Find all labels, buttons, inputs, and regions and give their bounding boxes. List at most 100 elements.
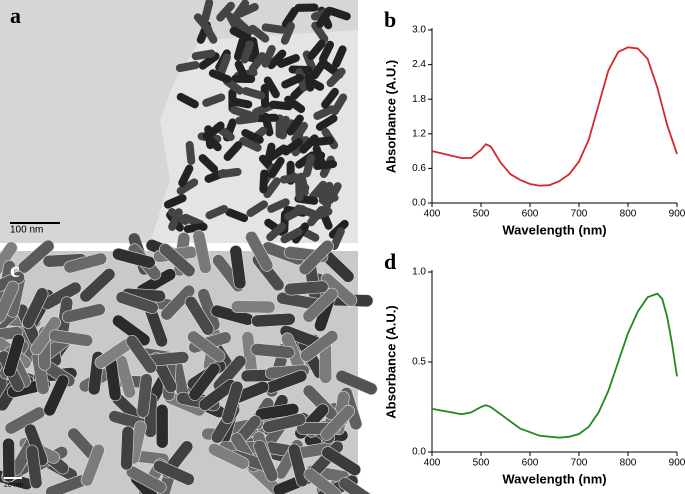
x-tick-label: 600 [522, 458, 539, 469]
spectrum-line [431, 46, 678, 187]
nanorod [321, 87, 339, 109]
nanorod [241, 129, 264, 144]
nanorod [158, 243, 196, 278]
nanorod [267, 198, 290, 213]
y-axis-title: Absorbance (A.U.) [383, 305, 398, 418]
nanorod [223, 141, 243, 161]
nanorod [202, 93, 226, 107]
nanorod [254, 113, 279, 123]
nanorod [246, 200, 268, 217]
nanorod [225, 208, 249, 223]
nanorod [125, 334, 157, 374]
panel-label: d [384, 249, 396, 274]
nanorod [229, 106, 254, 119]
nanorod [152, 459, 195, 486]
nanorod [201, 21, 218, 44]
nanorod [276, 54, 300, 68]
nanorod [267, 49, 287, 70]
nanorod [315, 114, 338, 131]
y-tick-label: 0.0 [412, 198, 426, 209]
nanorod [43, 374, 70, 417]
nanorod [160, 284, 196, 321]
nanorod [302, 287, 339, 323]
nanorod [284, 205, 307, 221]
x-tick-label: 400 [424, 209, 441, 220]
nanorod [280, 21, 295, 45]
nanorod [236, 2, 259, 18]
nanorod [280, 227, 303, 244]
nanorod [3, 333, 25, 378]
nanorod [178, 164, 194, 187]
nanorod [268, 156, 285, 179]
x-tick-label: 500 [473, 209, 490, 220]
nanorod [311, 21, 329, 43]
nanorod [136, 373, 153, 418]
x-tick-label: 700 [571, 458, 588, 469]
x-tick-label: 900 [669, 458, 685, 469]
x-tick-label: 400 [424, 458, 441, 469]
nanorod [61, 303, 106, 324]
nanorod [302, 50, 317, 74]
nanorod [233, 17, 254, 36]
scale-bar-label: 20 nm [4, 482, 24, 489]
nanorod [326, 67, 346, 88]
nanorod [79, 268, 116, 303]
nanorod [221, 380, 244, 425]
nanorod [320, 404, 355, 441]
nanorod [163, 194, 187, 209]
nanorod [310, 136, 334, 147]
nanorod [229, 245, 247, 290]
nanorod [286, 114, 304, 136]
nanorod [230, 300, 276, 314]
nanorod [80, 443, 105, 487]
nanorod [204, 121, 225, 140]
nanorod [321, 446, 362, 477]
nanorod [198, 52, 220, 70]
nanorod [63, 252, 108, 274]
nanorod [291, 136, 310, 157]
nanorod [175, 61, 200, 73]
nanorod [155, 403, 169, 449]
nanorod [115, 291, 159, 314]
y-tick-label: 1.8 [412, 94, 426, 105]
nanorod [176, 92, 199, 109]
nanorod [287, 443, 309, 488]
x-axis-title: Wavelength (nm) [502, 222, 606, 237]
y-tick-label: 0.0 [412, 447, 426, 458]
panel-label: c [10, 257, 20, 282]
nanorod [338, 477, 378, 494]
nanorod [295, 177, 304, 202]
nanorod [325, 182, 342, 205]
nanorod [250, 343, 295, 359]
nanorod [176, 178, 199, 195]
nanorod [112, 314, 151, 347]
nanorod [188, 362, 221, 401]
nanorod [241, 87, 266, 100]
nanorod [261, 44, 276, 68]
nanorod [231, 74, 256, 84]
panel-label: b [384, 7, 396, 32]
nanorod [303, 467, 342, 494]
y-tick-label: 1.0 [412, 267, 426, 278]
nanorod [240, 40, 254, 64]
y-tick-label: 3.0 [412, 25, 426, 36]
nanorod [298, 239, 334, 276]
nanorod [266, 222, 287, 242]
nanorod [205, 204, 229, 220]
nanorod [304, 67, 315, 92]
spectrum-line [431, 292, 678, 439]
nanorod [245, 231, 274, 272]
nanorod [262, 413, 307, 434]
nanorod [307, 206, 326, 227]
nanorod [313, 105, 336, 120]
y-tick-label: 0.5 [412, 357, 426, 368]
x-tick-label: 600 [522, 209, 539, 220]
nanorod [327, 7, 351, 21]
nanorod [120, 425, 135, 471]
nanorod [191, 49, 216, 61]
nanorod [185, 140, 196, 165]
nanorod [281, 138, 303, 156]
nanorod [252, 101, 275, 117]
y-tick-label: 1.2 [412, 128, 426, 139]
